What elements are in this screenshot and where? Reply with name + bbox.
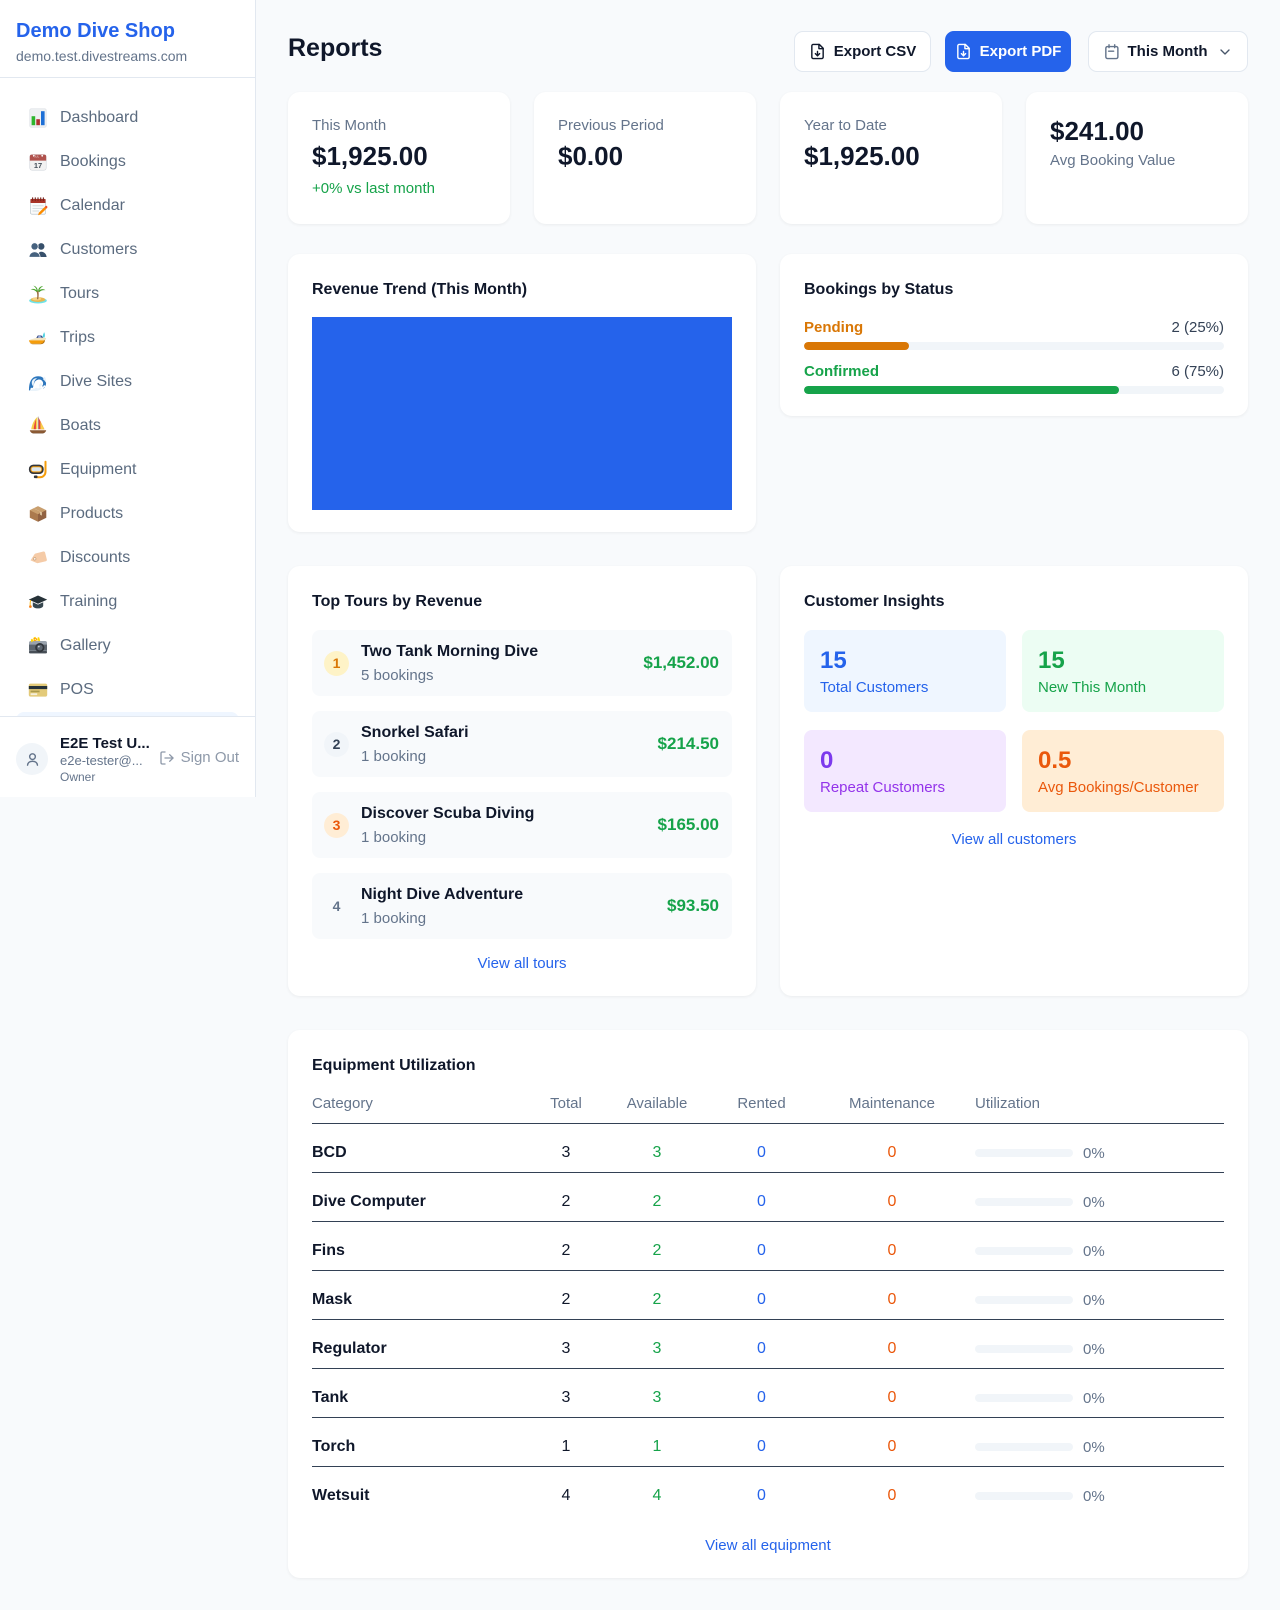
svg-text:17: 17 [34, 161, 42, 170]
svg-text:JUL: JUL [34, 154, 39, 158]
